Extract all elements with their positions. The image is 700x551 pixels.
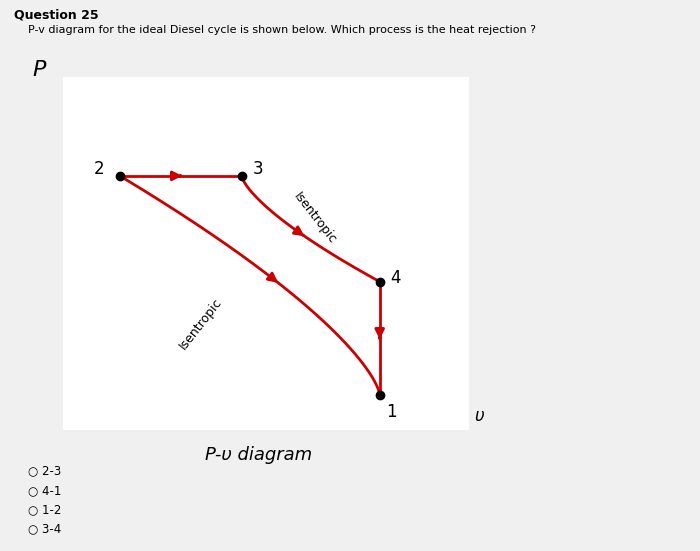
Text: ○ 1-2: ○ 1-2 bbox=[28, 503, 62, 516]
Text: ○ 3-4: ○ 3-4 bbox=[28, 522, 62, 536]
Text: ○ 2-3: ○ 2-3 bbox=[28, 464, 62, 478]
Text: 3: 3 bbox=[253, 160, 263, 178]
Text: Isentropic: Isentropic bbox=[177, 296, 225, 352]
Text: 1: 1 bbox=[386, 403, 397, 421]
Text: P-v diagram for the ideal Diesel cycle is shown below. Which process is the heat: P-v diagram for the ideal Diesel cycle i… bbox=[28, 25, 536, 35]
Text: Question 25: Question 25 bbox=[14, 8, 99, 21]
Text: Isentropic: Isentropic bbox=[290, 190, 339, 246]
Text: 4: 4 bbox=[391, 269, 401, 287]
Text: P-υ diagram: P-υ diagram bbox=[205, 446, 313, 463]
Text: 2: 2 bbox=[94, 160, 105, 178]
Text: ○ 4-1: ○ 4-1 bbox=[28, 484, 62, 497]
Text: P: P bbox=[32, 60, 46, 80]
Text: υ: υ bbox=[475, 407, 484, 425]
